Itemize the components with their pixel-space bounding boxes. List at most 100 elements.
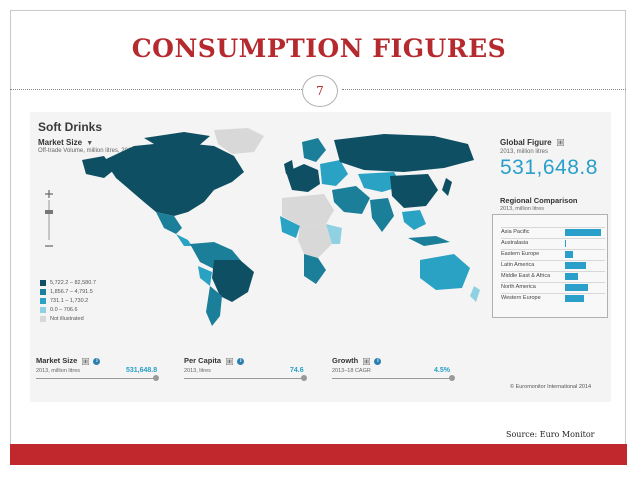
metric-slider-handle[interactable] xyxy=(449,375,455,381)
map-region-eastern-europe xyxy=(320,160,348,186)
legend-label: 5,722.2 – 82,580.7 xyxy=(50,280,96,286)
metric-slider-handle[interactable] xyxy=(301,375,307,381)
legend-label: 0.0 – 706.6 xyxy=(50,307,78,313)
regional-comparison-box: Asia Pacific Australasia Eastern Europe Lat… xyxy=(492,214,608,318)
zoom-slider-handle xyxy=(45,210,53,214)
bar-chart-icon[interactable] xyxy=(82,357,90,365)
slide-title: CONSUMPTION FIGURES xyxy=(131,34,507,63)
market-size-sub: Off-trade Volume, million litres, 2013 xyxy=(38,148,135,154)
map-region-southeast-asia xyxy=(402,210,426,230)
metric-sub: 2013, million litres xyxy=(36,368,81,374)
regional-comparison-row[interactable]: Eastern Europe xyxy=(501,249,605,259)
zoom-control[interactable] xyxy=(44,190,54,250)
map-region-brazil xyxy=(212,260,254,302)
map-region-uk xyxy=(284,160,294,174)
map-region-japan xyxy=(442,178,452,196)
metric-value: 531,648.8 xyxy=(126,367,158,374)
legend-item: 0.0 – 706.6 xyxy=(40,307,78,313)
metric-value: 4.5% xyxy=(434,367,450,374)
info-icon[interactable]: i xyxy=(237,357,245,365)
metric-value: 74.6 xyxy=(290,367,304,374)
global-figure-label-text: Global Figure xyxy=(500,138,552,147)
map-region-peru xyxy=(198,266,212,286)
bar-chart-icon[interactable] xyxy=(363,357,371,365)
legend-label: 731.1 – 1,730.2 xyxy=(50,298,89,304)
regional-comparison-row-label: Middle East & Africa xyxy=(501,273,551,279)
legend-item: 1,856.7 – 4,791.5 xyxy=(40,289,93,295)
info-icon[interactable]: i xyxy=(374,357,382,365)
map-region-north-america xyxy=(104,142,244,216)
map-region-greenland xyxy=(214,128,264,154)
copyright-note: © Euromonitor International 2014 xyxy=(510,384,592,390)
legend-item: 731.1 – 1,730.2 xyxy=(40,298,88,304)
metric-label: Market Size i xyxy=(36,356,101,365)
regional-comparison-row-label: Latin America xyxy=(501,262,535,268)
map-region-china xyxy=(390,174,438,208)
bar-chart-icon[interactable] xyxy=(556,139,564,147)
info-icon[interactable]: i xyxy=(93,357,101,365)
regional-comparison-row[interactable]: Middle East & Africa xyxy=(501,271,605,281)
chevron-down-icon: ▼ xyxy=(86,140,94,147)
regional-comparison-bar xyxy=(565,251,573,258)
map-region-west-africa xyxy=(280,216,300,238)
world-map[interactable] xyxy=(64,120,484,330)
legend-label: Not illustrated xyxy=(50,316,84,322)
legend-swatch xyxy=(40,316,46,322)
regional-comparison-row-label: Western Europe xyxy=(501,295,541,301)
map-panel: Soft Drinks Market Size ▼ Off-trade Volu… xyxy=(30,112,611,402)
map-region-russia xyxy=(334,134,474,172)
global-figure-label: Global Figure xyxy=(500,138,564,147)
map-region-south-america-south xyxy=(206,286,222,326)
legend-swatch xyxy=(40,298,46,304)
legend-item: 5,722.2 – 82,580.7 xyxy=(40,280,96,286)
regional-comparison-row[interactable]: Asia Pacific xyxy=(501,227,605,237)
regional-comparison-bar xyxy=(565,229,601,236)
page-number-badge: 7 xyxy=(302,75,338,107)
map-region-middle-east xyxy=(332,186,370,214)
legend-swatch xyxy=(40,307,46,313)
metric-slider-handle[interactable] xyxy=(153,375,159,381)
regional-comparison-row[interactable]: Latin America xyxy=(501,260,605,270)
map-region-new-zealand xyxy=(470,286,480,302)
legend-swatch xyxy=(40,280,46,286)
map-region-western-europe xyxy=(286,164,320,192)
regional-comparison-row[interactable]: Australasia xyxy=(501,238,605,248)
map-region-mexico xyxy=(156,212,182,234)
regional-comparison-row-label: Asia Pacific xyxy=(501,229,530,235)
map-region-india xyxy=(370,198,394,232)
map-region-central-africa xyxy=(298,224,332,258)
map-region-alaska xyxy=(82,156,114,178)
map-region-scandinavia xyxy=(302,138,326,162)
regional-comparison-row-label: Australasia xyxy=(501,240,529,246)
bar-chart-icon[interactable] xyxy=(226,357,234,365)
regional-comparison-row[interactable]: Western Europe xyxy=(501,293,605,303)
map-region-central-america xyxy=(176,234,192,246)
regional-comparison-row[interactable]: North America xyxy=(501,282,605,292)
legend-swatch xyxy=(40,289,46,295)
zoom-in-icon[interactable] xyxy=(45,190,53,198)
regional-comparison-bar xyxy=(565,240,566,247)
market-size-label[interactable]: Market Size ▼ xyxy=(38,138,93,147)
metric-slider-track[interactable] xyxy=(332,378,452,379)
regional-comparison-sub: 2013, million litres xyxy=(500,206,545,212)
map-region-australia xyxy=(420,254,470,290)
metric-label-text: Growth xyxy=(332,356,359,365)
metric-label: Growth i xyxy=(332,356,382,365)
legend-item: Not illustrated xyxy=(40,316,84,322)
metric-label-text: Per Capita xyxy=(184,356,222,365)
metric-label: Per Capita i xyxy=(184,356,245,365)
title-rule-left xyxy=(10,89,302,90)
regional-comparison-row-label: North America xyxy=(501,284,536,290)
global-figure-value: 531,648.8 xyxy=(500,156,598,179)
metric-slider-track[interactable] xyxy=(36,378,156,379)
regional-comparison-bar xyxy=(565,295,584,302)
metric-slider-track[interactable] xyxy=(184,378,304,379)
global-figure-sub: 2013, million litres xyxy=(500,149,549,155)
regional-comparison-row-label: Eastern Europe xyxy=(501,251,540,257)
map-region-north-africa xyxy=(282,194,334,226)
metric-sub: 2013, litres xyxy=(184,368,211,374)
map-region-indonesia xyxy=(408,236,450,246)
legend-label: 1,856.7 – 4,791.5 xyxy=(50,289,93,295)
metric-sub: 2013–18 CAGR xyxy=(332,368,371,374)
global-figure-column: Global Figure 2013, million litres 531,6… xyxy=(488,112,608,402)
